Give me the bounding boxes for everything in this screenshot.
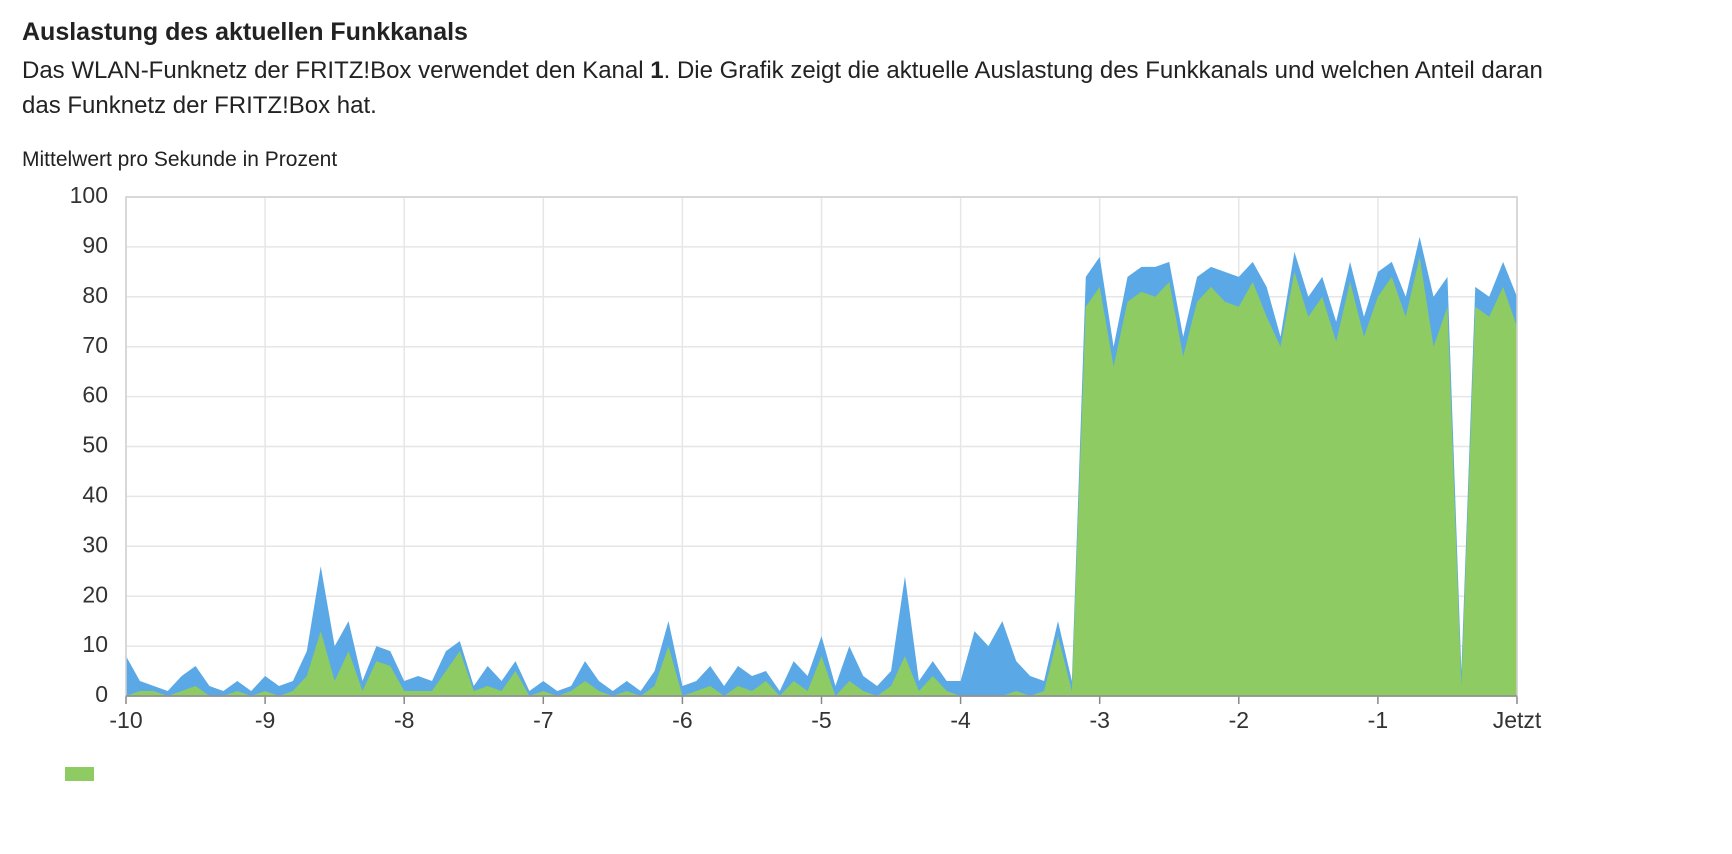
x-tick-label: -4 xyxy=(950,707,971,733)
x-tick-label: -10 xyxy=(109,707,142,733)
description: Das WLAN-Funknetz der FRITZ!Box verwende… xyxy=(22,53,1582,123)
x-tick-label: -2 xyxy=(1229,707,1249,733)
x-tick-label: -9 xyxy=(255,707,275,733)
x-tick-label: -6 xyxy=(672,707,692,733)
y-tick-label: 90 xyxy=(82,232,108,258)
channel-number: 1 xyxy=(650,57,664,84)
x-tick-label: -3 xyxy=(1089,707,1109,733)
x-tick-label: Jetzt xyxy=(1493,707,1542,733)
y-tick-label: 0 xyxy=(95,681,108,707)
description-text: . Die Grafik zeigt die aktuelle Auslastu… xyxy=(22,57,1543,119)
y-tick-label: 100 xyxy=(70,182,108,208)
x-tick-label: -5 xyxy=(811,707,831,733)
title: Auslastung des aktuellen Funkkanals xyxy=(22,18,468,46)
y-tick-label: 40 xyxy=(82,481,108,507)
header: Auslastung des aktuellen Funkkanals Das … xyxy=(22,18,1582,123)
legend-swatch xyxy=(65,767,94,781)
y-tick-label: 10 xyxy=(82,631,108,657)
x-tick-label: -8 xyxy=(394,707,414,733)
y-tick-label: 50 xyxy=(82,432,108,458)
y-axis-label: Mittelwert pro Sekunde in Prozent xyxy=(22,148,338,171)
y-tick-label: 80 xyxy=(82,282,108,308)
description-text: Das WLAN-Funknetz der FRITZ!Box verwende… xyxy=(22,57,651,84)
y-tick-label: 30 xyxy=(82,531,108,557)
y-tick-label: 60 xyxy=(82,382,108,408)
y-tick-label: 70 xyxy=(82,332,108,358)
y-tick-label: 20 xyxy=(82,581,108,607)
x-tick-label: -7 xyxy=(533,707,553,733)
x-tick-label: -1 xyxy=(1368,707,1388,733)
area xyxy=(126,256,1517,696)
